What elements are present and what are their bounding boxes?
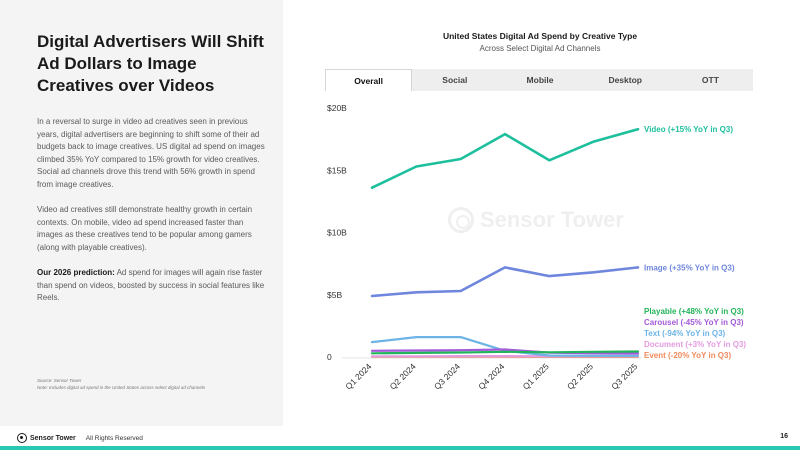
x-tick-label: Q1 2024: [343, 361, 373, 391]
body-text: In a reversal to surge in video ad creat…: [37, 116, 269, 317]
footer-logo: Sensor Tower All Rights Reserved: [17, 433, 143, 443]
series-label-image: Image (+35% YoY in Q3): [644, 263, 735, 272]
series-label-text: Text (-94% YoY in Q3): [644, 329, 726, 338]
x-tick-label: Q2 2025: [565, 361, 595, 391]
chart-subtitle: Across Select Digital Ad Channels: [479, 44, 601, 53]
x-tick-label: Q1 2025: [521, 361, 551, 391]
page-number: 16: [780, 433, 788, 440]
source-note: Source: Sensor Tower Note: Includes digi…: [37, 377, 205, 391]
x-tick-label: Q3 2025: [609, 361, 639, 391]
prediction-text: Ad spend for images will again rise fast…: [37, 267, 265, 303]
prediction-label: Our 2026 prediction:: [37, 267, 115, 277]
series-line-video: [370, 127, 640, 189]
series-line-carousel: [370, 348, 640, 355]
channel-tabs: Overall Social Mobile Desktop OTT: [325, 69, 753, 91]
x-tick-label: Q4 2024: [476, 361, 506, 391]
tab-ott[interactable]: OTT: [701, 75, 719, 85]
paragraph-prediction: Our 2026 prediction: Ad spend for images…: [37, 267, 269, 305]
footer-accent-bar: [0, 446, 800, 450]
page-title: Digital Advertisers Will Shift Ad Dollar…: [37, 32, 264, 95]
series-label-playable: Playable (+48% YoY in Q3): [644, 307, 744, 316]
y-tick-label: 0: [327, 352, 332, 362]
tab-social[interactable]: Social: [442, 75, 468, 85]
sensor-tower-logo-icon: [17, 433, 27, 443]
footer-logo-text: Sensor Tower: [30, 434, 76, 442]
summary-panel: Digital Advertisers Will Shift Ad Dollar…: [0, 0, 283, 426]
series-label-carousel: Carousel (-45% YoY in Q3): [644, 318, 744, 327]
tab-mobile[interactable]: Mobile: [526, 75, 554, 85]
x-tick-label: Q2 2024: [388, 361, 418, 391]
series-label-event: Event (-20% YoY in Q3): [644, 351, 731, 360]
series-label-document: Document (+3% YoY in Q3): [644, 340, 746, 349]
y-tick-label: $5B: [327, 290, 342, 300]
chart-title: United States Digital Ad Spend by Creati…: [442, 31, 638, 41]
copyright-text: All Rights Reserved: [85, 434, 143, 442]
source-line: Source: Sensor Tower: [37, 378, 82, 383]
note-line: Note: Includes digital ad spend in the U…: [37, 385, 206, 390]
y-tick-label: $10B: [327, 228, 347, 238]
tab-desktop[interactable]: Desktop: [608, 75, 642, 85]
series-label-video: Video (+15% YoY in Q3): [644, 125, 733, 134]
y-tick-label: $15B: [327, 165, 347, 175]
x-tick-label: Q3 2024: [432, 361, 462, 391]
y-tick-label: $20B: [327, 103, 347, 113]
tab-overall[interactable]: Overall: [325, 69, 413, 91]
series-line-playable: [370, 350, 640, 355]
series-line-image: [370, 266, 640, 298]
paragraph-video-growth: Video ad creatives still demonstrate hea…: [37, 205, 253, 252]
paragraph-reversal: In a reversal to surge in video ad creat…: [37, 117, 265, 189]
